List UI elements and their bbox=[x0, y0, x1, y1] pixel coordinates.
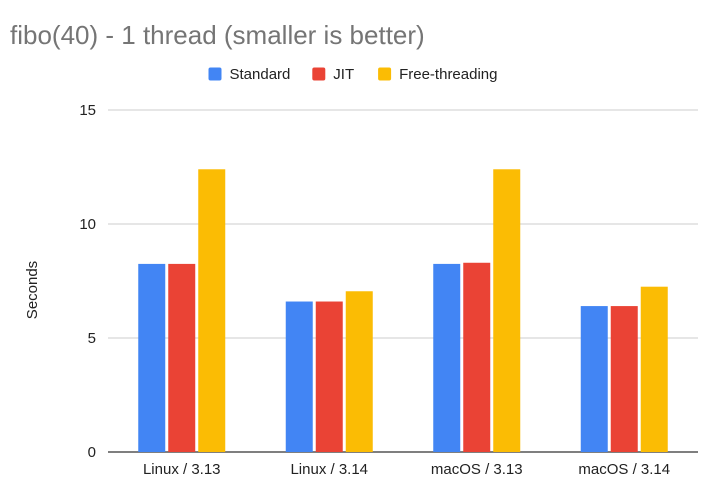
bars bbox=[138, 169, 668, 452]
bar-standard-1 bbox=[138, 263, 166, 452]
bar-standard-4 bbox=[580, 306, 608, 452]
y-axis-label: Seconds bbox=[24, 261, 41, 319]
legend-swatch-standard bbox=[208, 67, 222, 81]
bar-jit-4 bbox=[610, 306, 638, 452]
y-axis-ticks: 0 5 10 15 bbox=[79, 102, 96, 461]
bar-jit-3 bbox=[463, 262, 491, 452]
bar-free-threading-4 bbox=[640, 286, 668, 452]
legend: Standard JIT Free-threading bbox=[208, 66, 497, 83]
legend-label-standard: Standard bbox=[230, 66, 291, 83]
x-tick-label: macOS / 3.13 bbox=[431, 461, 523, 478]
bar-standard-3 bbox=[433, 263, 461, 452]
y-tick-label: 15 bbox=[79, 102, 96, 119]
y-tick-label: 5 bbox=[88, 330, 96, 347]
legend-swatch-free-threading bbox=[378, 67, 392, 81]
bar-free-threading-2 bbox=[345, 291, 373, 452]
bar-jit-2 bbox=[315, 301, 343, 452]
x-tick-label: macOS / 3.14 bbox=[578, 461, 670, 478]
bar-standard-2 bbox=[285, 301, 313, 452]
y-tick-label: 10 bbox=[79, 216, 96, 233]
bar-free-threading-1 bbox=[198, 169, 226, 452]
x-tick-label: Linux / 3.14 bbox=[290, 461, 368, 478]
bar-jit-1 bbox=[168, 263, 196, 452]
x-axis-ticks: Linux / 3.13 Linux / 3.14 macOS / 3.13 macO… bbox=[143, 461, 670, 478]
gridlines bbox=[108, 109, 698, 453]
chart-title: fibo(40) - 1 thread (smaller is better) bbox=[10, 20, 425, 50]
legend-label-free-threading: Free-threading bbox=[399, 66, 497, 83]
bar-free-threading-3 bbox=[493, 169, 521, 452]
legend-swatch-jit bbox=[312, 67, 326, 81]
x-tick-label: Linux / 3.13 bbox=[143, 461, 221, 478]
legend-label-jit: JIT bbox=[333, 66, 354, 83]
y-tick-label: 0 bbox=[88, 444, 96, 461]
